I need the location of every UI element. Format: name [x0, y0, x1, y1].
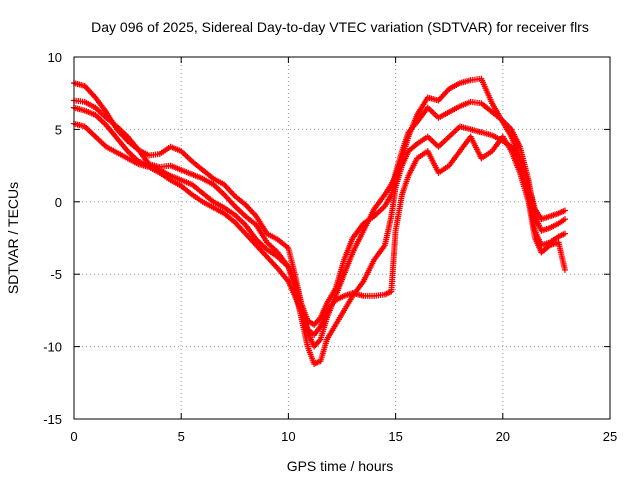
y-tick-label: 5 — [55, 122, 62, 137]
data-point — [561, 216, 568, 223]
data-point — [561, 266, 568, 273]
series-track-4 — [71, 120, 568, 339]
x-tick-label: 10 — [281, 429, 295, 444]
axis-ticks: 0 5 10 15 20 25 -15 -10 -5 0 5 10 — [43, 50, 617, 444]
x-tick-label: 15 — [388, 429, 402, 444]
y-tick-label: -5 — [50, 267, 62, 282]
y-tick-label: -10 — [43, 340, 62, 355]
x-tick-label: 5 — [178, 429, 185, 444]
data-point — [561, 230, 568, 237]
x-tick-label: 0 — [70, 429, 77, 444]
plot-frame — [73, 56, 611, 420]
series-track-3 — [71, 98, 568, 328]
chart-title: Day 096 of 2025, Sidereal Day-to-day VTE… — [91, 19, 589, 35]
y-tick-label: 0 — [55, 195, 62, 210]
y-axis-label: SDTVAR / TECUs — [5, 182, 21, 294]
x-tick-label: 25 — [603, 429, 617, 444]
y-tick-label: 10 — [48, 50, 62, 65]
data-points — [71, 75, 568, 367]
x-axis-label: GPS time / hours — [287, 458, 394, 474]
data-point — [561, 207, 568, 214]
x-tick-label: 20 — [496, 429, 510, 444]
y-tick-label: -15 — [43, 412, 62, 427]
